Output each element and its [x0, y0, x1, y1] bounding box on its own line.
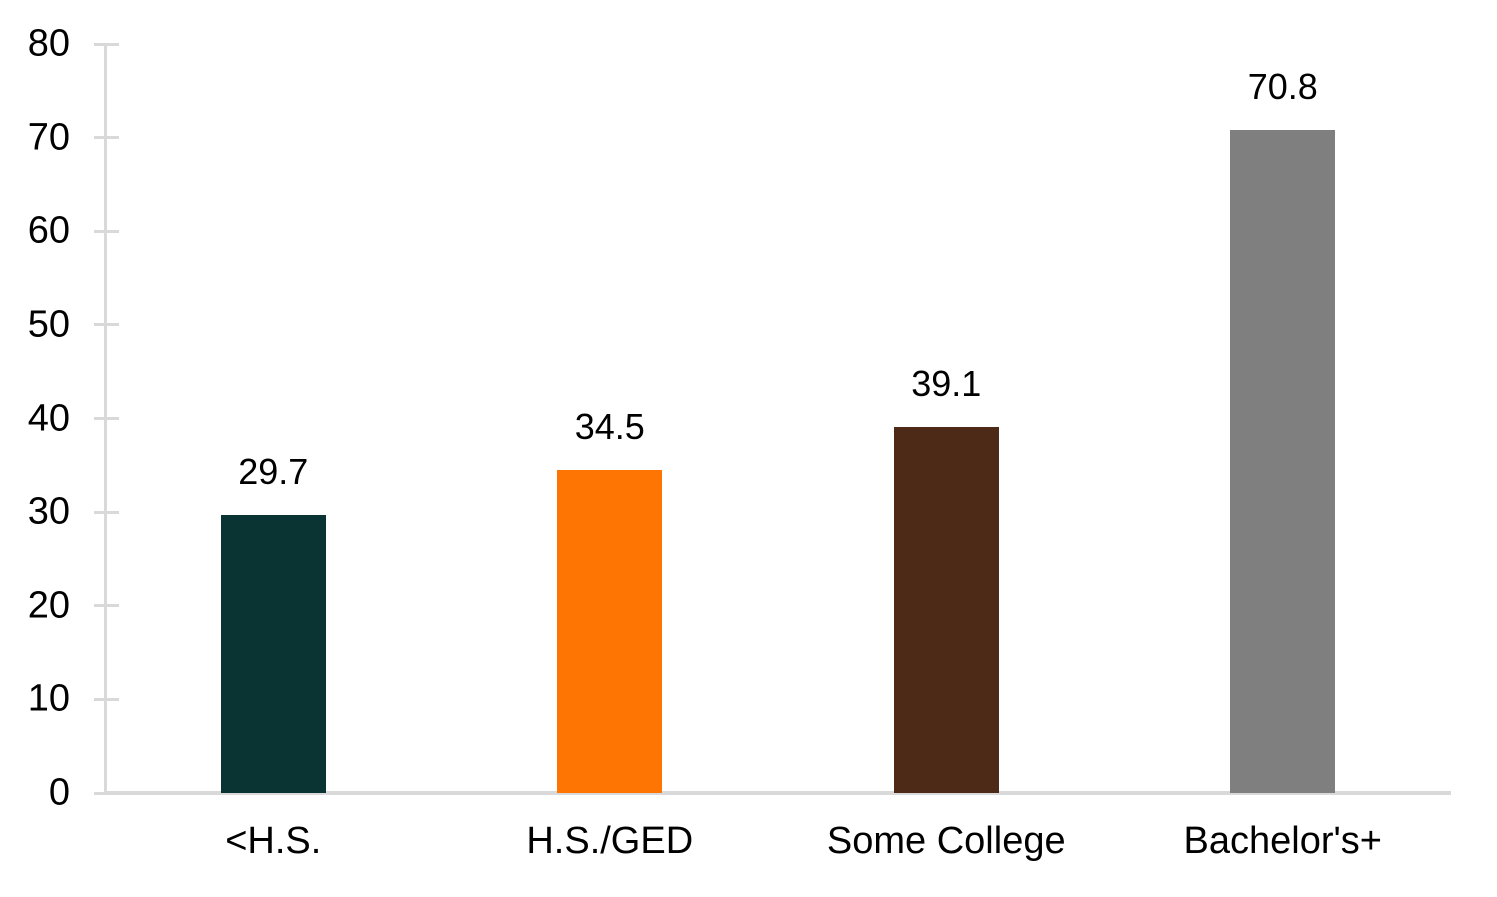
y-tick-label-50: 50	[27, 303, 70, 346]
x-axis-label-3: Bachelor's+	[1183, 820, 1382, 862]
bar-value-label-2: 39.1	[911, 362, 982, 404]
y-tick-label-0: 0	[48, 771, 70, 814]
y-tick-label-10: 10	[27, 677, 70, 720]
bar-value-label-0: 29.7	[238, 450, 309, 492]
bar-3	[1230, 130, 1336, 793]
y-tick-mark-0	[94, 791, 119, 795]
bar-2	[893, 426, 999, 793]
y-tick-mark-80	[94, 42, 119, 46]
bar-0	[220, 514, 326, 793]
y-tick-label-20: 20	[27, 584, 70, 627]
y-tick-mark-50	[94, 323, 119, 327]
y-tick-mark-10	[94, 697, 119, 701]
y-tick-label-80: 80	[27, 22, 70, 65]
bar-value-label-3: 70.8	[1247, 66, 1318, 108]
y-tick-mark-60	[94, 229, 119, 233]
y-tick-mark-40	[94, 417, 119, 420]
x-axis-label-0: <H.S.	[225, 820, 322, 862]
bar-1	[557, 469, 663, 793]
x-axis-label-1: H.S./GED	[526, 820, 694, 862]
x-axis-label-2: Some College	[826, 820, 1066, 862]
y-tick-mark-20	[94, 604, 119, 608]
bar-value-label-1: 34.5	[574, 406, 645, 447]
y-tick-mark-30	[94, 510, 119, 514]
y-tick-label-30: 30	[27, 490, 70, 533]
x-axis-line	[105, 791, 1451, 795]
y-tick-label-70: 70	[27, 116, 70, 159]
y-tick-mark-70	[94, 136, 119, 140]
y-tick-label-60: 60	[27, 209, 70, 252]
y-tick-label-40: 40	[27, 397, 70, 439]
